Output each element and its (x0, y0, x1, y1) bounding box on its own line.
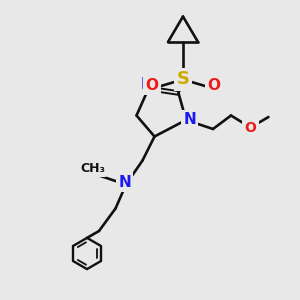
Text: N: N (183, 112, 196, 128)
Text: N: N (141, 77, 153, 92)
Text: N: N (118, 175, 131, 190)
Text: CH₃: CH₃ (80, 162, 105, 176)
Text: O: O (146, 78, 159, 93)
Text: O: O (207, 78, 220, 93)
Text: S: S (176, 70, 190, 88)
Text: O: O (244, 121, 256, 134)
